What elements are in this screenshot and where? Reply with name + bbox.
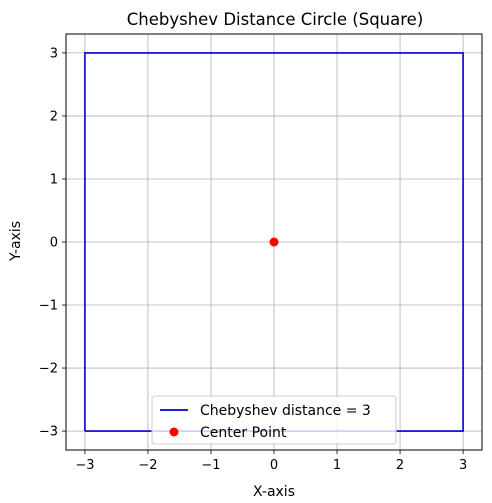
x-tick-label: 2 (396, 458, 404, 473)
x-tick-label: −2 (138, 458, 157, 473)
y-tick-label: 0 (50, 236, 58, 251)
x-tick-label: 3 (459, 458, 467, 473)
y-tick-label: −2 (39, 362, 58, 377)
y-tick-label: −1 (39, 299, 58, 314)
y-tick-label: 3 (50, 46, 58, 61)
x-axis-label: X-axis (253, 484, 295, 500)
x-tick-label: 1 (333, 458, 341, 473)
y-tick-label: −3 (39, 425, 58, 440)
x-tick-label: −1 (201, 458, 220, 473)
legend-box (151, 395, 397, 445)
y-tick-label: 1 (50, 172, 58, 187)
chart-title: Chebyshev Distance Circle (Square) (127, 10, 424, 29)
y-axis-label: Y-axis (8, 221, 24, 262)
legend-label: Center Point (200, 425, 287, 441)
x-tick-label: −3 (75, 458, 94, 473)
center-point-marker (269, 237, 279, 247)
x-tick-label: 0 (270, 458, 278, 473)
legend-marker-swatch (169, 427, 179, 437)
legend: Chebyshev distance = 3 Center Point (151, 395, 397, 445)
legend-label: Chebyshev distance = 3 (200, 403, 371, 419)
y-tick-label: 2 (50, 109, 58, 124)
axis-ticks: −3 −2 −1 0 1 2 3 −3 −2 −1 0 1 2 3 (39, 46, 467, 473)
